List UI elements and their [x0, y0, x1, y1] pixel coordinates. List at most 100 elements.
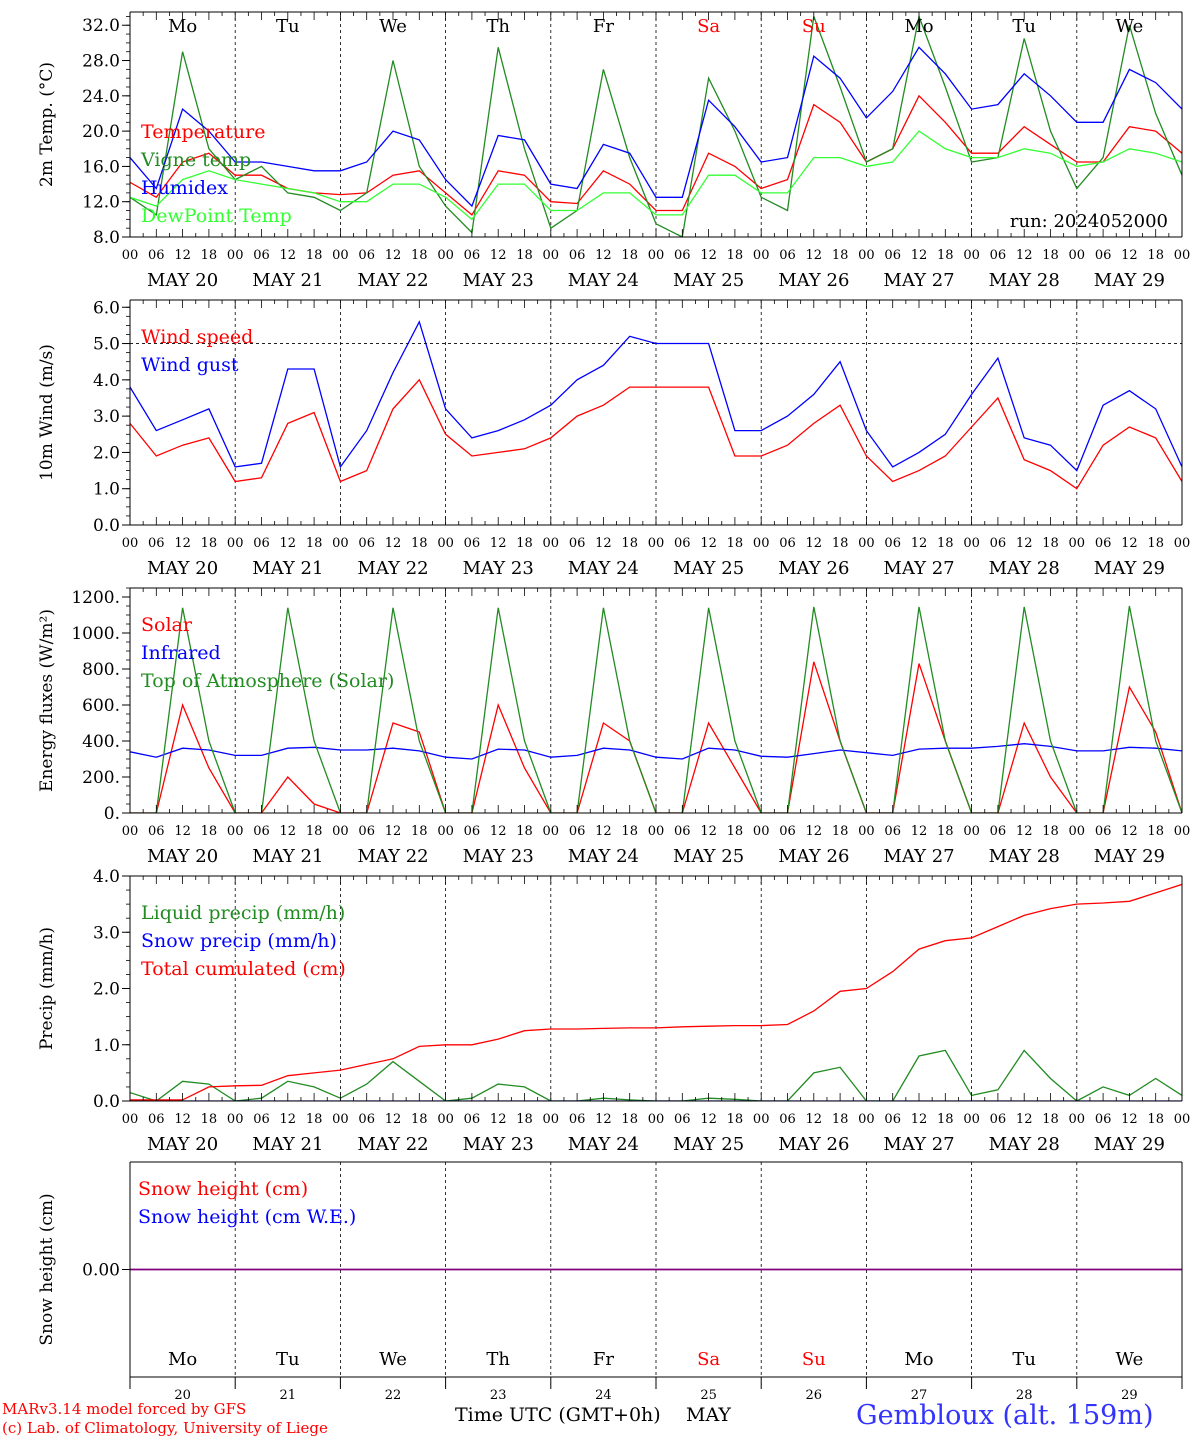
y-tick-label: 5.0: [93, 335, 120, 355]
x-axis-title: Time UTC (GMT+0h): [455, 1404, 661, 1426]
hour-label: 00: [1174, 1112, 1191, 1127]
hour-label: 12: [1121, 248, 1138, 263]
hour-label: 18: [201, 1112, 218, 1127]
hour-label: 00: [1069, 1112, 1086, 1127]
y-tick-label: 2.0: [93, 443, 120, 463]
date-label: MAY 26: [778, 270, 849, 291]
date-label: MAY 21: [252, 270, 323, 291]
hour-label: 18: [411, 536, 428, 551]
hour-label: 12: [911, 248, 928, 263]
hour-label: 12: [1121, 536, 1138, 551]
date-label: MAY 21: [252, 558, 323, 579]
hour-label: 18: [727, 248, 744, 263]
legend-entry: DewPoint Temp: [141, 205, 292, 227]
hour-label: 18: [1147, 536, 1164, 551]
legend-entry: Top of Atmosphere (Solar): [141, 670, 394, 692]
hour-label: 18: [1147, 248, 1164, 263]
hour-label: 06: [464, 536, 481, 551]
hour-label: 06: [464, 1112, 481, 1127]
date-label: MAY 28: [989, 846, 1060, 867]
hour-label: 00: [543, 248, 560, 263]
y-tick-label: 0.0: [93, 516, 120, 536]
hour-label: 06: [358, 536, 375, 551]
hour-label: 18: [1147, 824, 1164, 839]
hour-label: 06: [674, 248, 691, 263]
hour-label: 06: [779, 824, 796, 839]
weekday-label: Mo: [904, 1349, 933, 1370]
hour-label: 18: [306, 824, 323, 839]
y-tick-label: 16.0: [82, 157, 120, 177]
hour-label: 18: [937, 536, 954, 551]
hour-label: 00: [1069, 248, 1086, 263]
y-tick-label: 3.0: [93, 923, 120, 943]
hour-label: 06: [990, 1112, 1007, 1127]
hour-label: 12: [595, 824, 612, 839]
hour-label: 06: [464, 248, 481, 263]
day-number-label: 23: [490, 1388, 507, 1403]
day-number-label: 24: [595, 1388, 612, 1403]
hour-label: 00: [227, 536, 244, 551]
date-label: MAY 20: [147, 846, 218, 867]
hour-label: 06: [464, 824, 481, 839]
hour-label: 00: [963, 824, 980, 839]
date-label: MAY 29: [1094, 270, 1165, 291]
y-tick-label: 8.0: [93, 228, 120, 248]
hour-label: 18: [832, 536, 849, 551]
hour-label: 18: [727, 1112, 744, 1127]
weekday-label: Sa: [697, 1349, 720, 1370]
hour-label: 06: [148, 824, 165, 839]
hour-label: 06: [884, 1112, 901, 1127]
legend-entry: Snow height (cm W.E.): [138, 1206, 356, 1228]
y-axis-title: Precip (mm/h): [37, 927, 57, 1050]
hour-label: 18: [832, 824, 849, 839]
y-tick-label: 4.0: [93, 371, 120, 391]
hour-label: 06: [779, 248, 796, 263]
panel-4: 0.0 1.0 2.0 3.0 4.0 Precip (mm/h) 00 06 12 18 00 06…: [37, 867, 1190, 1155]
y-axis-title: 2m Temp. (°C): [37, 62, 57, 187]
series-line: [130, 130, 1182, 221]
y-tick-label: 600.: [82, 696, 120, 716]
hour-label: 06: [674, 1112, 691, 1127]
y-tick-label: 3.0: [93, 407, 120, 427]
hour-label: 12: [490, 536, 507, 551]
hour-label: 06: [253, 248, 270, 263]
date-label: MAY 24: [568, 846, 639, 867]
hour-label: 12: [595, 248, 612, 263]
hour-label: 18: [1042, 1112, 1059, 1127]
x-axis-month: MAY: [686, 1404, 731, 1426]
hour-label: 18: [937, 824, 954, 839]
hour-label: 06: [569, 248, 586, 263]
hour-label: 12: [385, 1112, 402, 1127]
y-tick-label: 800.: [82, 660, 120, 680]
hour-label: 12: [174, 1112, 191, 1127]
hour-label: 12: [806, 1112, 823, 1127]
legend-entry: Snow precip (mm/h): [141, 930, 337, 952]
legend-entry: Solar: [141, 614, 193, 636]
hour-label: 12: [700, 824, 717, 839]
y-tick-label: 20.0: [82, 122, 120, 142]
legend-entry: Wind speed: [141, 326, 253, 348]
hour-label: 18: [621, 824, 638, 839]
hour-label: 06: [779, 1112, 796, 1127]
date-label: MAY 20: [147, 558, 218, 579]
date-label: MAY 24: [568, 270, 639, 291]
date-label: MAY 26: [778, 558, 849, 579]
day-number-label: 28: [1016, 1388, 1033, 1403]
series-line: [130, 661, 1182, 813]
hour-label: 06: [569, 1112, 586, 1127]
date-label: MAY 27: [883, 846, 954, 867]
hour-label: 00: [543, 1112, 560, 1127]
weekday-label: Sa: [697, 16, 720, 37]
hour-label: 12: [806, 824, 823, 839]
hour-label: 12: [280, 824, 297, 839]
hour-label: 00: [648, 1112, 665, 1127]
y-tick-label: 1.0: [93, 480, 120, 500]
weekday-label: We: [379, 1349, 407, 1370]
weekday-label: We: [379, 16, 407, 37]
hour-label: 12: [1016, 824, 1033, 839]
day-number-label: 27: [911, 1388, 928, 1403]
day-number-label: 22: [385, 1388, 402, 1403]
panel-5: 0.00 Snow height (cm) Mo 20 Tu 21 We 22 Th 23 Fr 24…: [37, 1161, 1183, 1403]
date-label: MAY 22: [357, 1134, 428, 1155]
weekday-label: Mo: [168, 16, 197, 37]
